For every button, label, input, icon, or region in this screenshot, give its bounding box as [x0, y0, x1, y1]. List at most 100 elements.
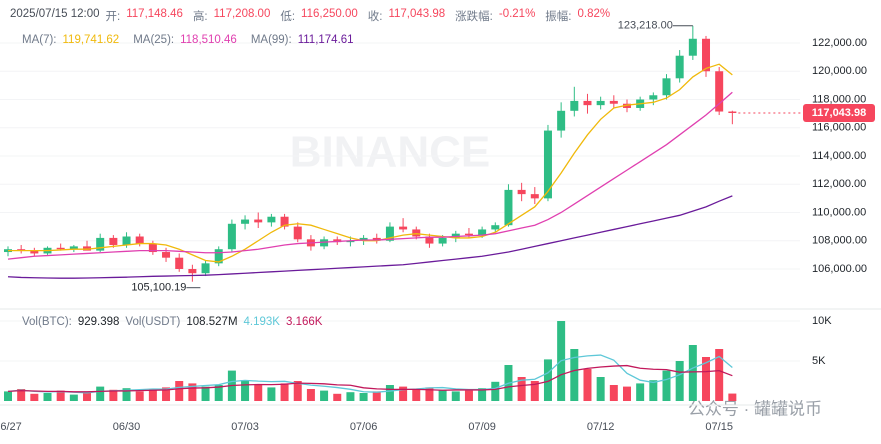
volume-ma-line	[7, 354, 733, 394]
volume-bar	[517, 377, 526, 401]
candle-body	[227, 223, 236, 250]
volume-bar	[451, 391, 460, 401]
ma-value: 111,174.61	[297, 34, 354, 46]
header-time: 2025/07/15 12:00	[10, 8, 100, 20]
last-price-label: 117,043.98	[812, 107, 866, 119]
y-tick-label: 106,000.00	[812, 263, 867, 275]
candle-body	[346, 240, 355, 243]
volume-bar	[636, 383, 645, 401]
field-label: 收:	[367, 11, 383, 23]
ma-name: MA(7):	[22, 34, 57, 46]
candle-body	[293, 226, 302, 240]
candle-body	[359, 237, 368, 241]
volume-legend: Vol(BTC): 929.398 Vol(USDT) 108.527M 4.193K 3…	[22, 316, 322, 328]
volume-bar	[333, 393, 342, 401]
volume-bar	[425, 387, 434, 401]
volume-bar	[17, 389, 26, 401]
candle-body	[662, 78, 671, 96]
field-label: 开:	[105, 11, 121, 23]
candle-body	[254, 219, 263, 223]
volume-bar	[359, 393, 368, 401]
volume-bar	[675, 361, 684, 401]
candle-body	[280, 216, 289, 227]
y-tick-label: 114,000.00	[812, 150, 866, 162]
volume-bar	[372, 391, 381, 401]
ma-value: 119,741.62	[62, 34, 120, 46]
y-tick-label: 116,000.00	[812, 122, 866, 134]
volume-bar	[135, 391, 144, 401]
x-tick-label: 06/30	[113, 421, 141, 433]
x-tick-label: 07/15	[705, 421, 733, 433]
volume-bar	[69, 394, 78, 401]
volume-bar	[293, 381, 302, 401]
ma-line	[7, 91, 733, 260]
candle-body	[320, 239, 329, 247]
x-tick-label: 07/12	[587, 421, 615, 433]
vol-ma-value: 4.193K	[243, 316, 280, 328]
volume-bar	[109, 389, 118, 401]
field-value: 117,043.98	[388, 8, 446, 20]
candle-body	[464, 233, 473, 236]
ma-legend: MA(7): 119,741.62 MA(25): 118,510.46 MA(99):…	[22, 34, 362, 46]
candle-body	[214, 249, 223, 264]
candle-body	[83, 246, 92, 251]
candle-body	[399, 226, 408, 230]
volume-bar	[122, 388, 131, 401]
volume-bar	[688, 345, 697, 401]
candle-body	[609, 100, 618, 104]
watermark: BINANCE	[290, 128, 490, 177]
vol-value: 929.398	[77, 316, 120, 328]
field-label: 高:	[192, 11, 208, 23]
volume-bar	[280, 383, 289, 401]
candle-body	[478, 229, 487, 236]
candle-body	[715, 71, 724, 112]
candle-body	[412, 229, 421, 237]
x-tick-label: 07/03	[231, 421, 259, 433]
ma-name: MA(25):	[133, 34, 175, 46]
candle-body	[372, 237, 381, 241]
y-tick-label: 110,000.00	[812, 206, 866, 218]
candle-body	[491, 225, 500, 230]
high-marker-label: 123,218.00	[618, 20, 673, 32]
candle-body	[135, 236, 144, 244]
y-tick-label: 118,000.00	[812, 93, 866, 105]
volume-bar	[399, 386, 408, 401]
volume-bar	[306, 389, 315, 401]
volume-bar	[438, 389, 447, 401]
volume-bar	[267, 387, 276, 401]
candle-body	[530, 194, 539, 199]
candle-body	[622, 103, 631, 108]
x-tick-label: 07/09	[468, 421, 496, 433]
vol-tick-label: 10K	[812, 315, 832, 327]
candle-body	[517, 189, 526, 195]
candle-body	[175, 257, 184, 269]
footer-watermark: 公众号 · 罐罐说币	[688, 399, 822, 418]
ma-name: MA(99):	[250, 34, 292, 46]
volume-bar	[702, 357, 711, 401]
volume-bar	[412, 389, 421, 401]
volume-bar	[148, 389, 157, 401]
volume-bar	[4, 391, 12, 401]
candle-body	[583, 100, 592, 106]
volume-bar	[254, 385, 263, 401]
candle-body	[267, 216, 276, 223]
volume-bar	[543, 359, 552, 401]
candle-body	[188, 268, 197, 274]
header-row: 2025/07/15 12:00 开: 117,148.46 高: 117,208.00…	[10, 8, 614, 24]
candle-body	[451, 233, 460, 238]
volume-bar	[728, 393, 737, 401]
volume-bar	[570, 349, 579, 401]
volume-bar	[464, 390, 473, 401]
volume-bar	[175, 381, 184, 401]
volume-bar	[649, 380, 658, 401]
vol-ma-value: 3.166K	[285, 316, 323, 328]
volume-bar	[346, 392, 355, 401]
field-value: -0.21%	[498, 8, 536, 20]
last-price-tag	[803, 104, 875, 123]
volume-bar	[214, 385, 223, 401]
candle-body	[201, 263, 210, 274]
volume-bar	[715, 349, 724, 401]
volume-bar	[96, 386, 105, 401]
candle-body	[570, 100, 579, 111]
